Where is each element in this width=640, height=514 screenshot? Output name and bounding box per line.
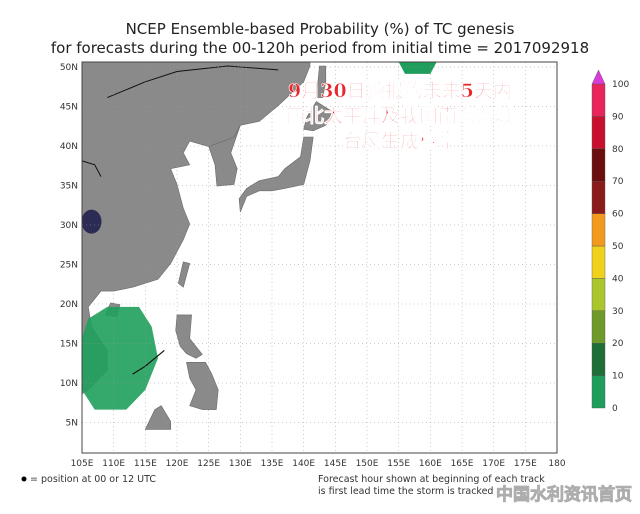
x-tick-label: 165E	[451, 459, 474, 469]
x-tick-label: 150E	[356, 459, 379, 469]
colorbar-label: 20	[612, 339, 624, 349]
x-tick-label: 175E	[514, 459, 537, 469]
footer-note: Forecast hour shown at beginning of each…	[318, 474, 545, 485]
y-tick-label: 45N	[60, 103, 78, 113]
land	[315, 65, 327, 98]
x-tick-label: 170E	[482, 459, 505, 469]
land	[177, 261, 191, 288]
x-tick-label: 125E	[197, 459, 220, 469]
subtitle: for forecasts during the 00-120h period …	[51, 39, 589, 57]
y-tick-label: 40N	[60, 142, 78, 152]
y-tick-label: 30N	[60, 221, 78, 231]
colorbar-label: 70	[612, 177, 624, 187]
annotation: 西北太平洋及我国南海海域	[286, 104, 514, 127]
colorbar-cell	[591, 148, 606, 182]
colorbar-label: 0	[612, 404, 618, 414]
colorbar-cell	[591, 375, 606, 409]
colorbar-cell	[591, 343, 606, 376]
x-tick-label: 115E	[134, 459, 157, 469]
colorbar-arrow	[591, 69, 606, 85]
colorbar-cell	[591, 213, 606, 247]
land	[208, 125, 241, 187]
colorbar-cell	[591, 180, 606, 214]
x-tick-label: 110E	[102, 459, 125, 469]
map-frame	[81, 61, 558, 454]
legend-dot	[21, 476, 27, 482]
legend-text: = position at 00 or 12 UTC	[30, 474, 156, 485]
colorbar-label: 80	[612, 145, 624, 155]
y-tick-label: 25N	[60, 261, 78, 271]
land	[186, 361, 219, 410]
colorbar-label: 30	[612, 307, 624, 317]
colorbar-label: 90	[612, 112, 624, 122]
x-tick-label: 145E	[324, 459, 347, 469]
land	[238, 136, 314, 213]
colorbar-label: 40	[612, 274, 624, 284]
y-tick-label: 15N	[60, 340, 78, 350]
probability-area	[82, 306, 158, 410]
land	[144, 405, 171, 430]
map-layer	[82, 62, 557, 453]
annotation: 台风生成概率	[343, 129, 457, 152]
y-tick-label: 20N	[60, 300, 78, 310]
colorbar-cell	[591, 245, 606, 279]
y-tick-label: 50N	[60, 63, 78, 73]
y-tick-label: 5N	[66, 419, 78, 429]
land	[175, 314, 203, 359]
colorbar-cell	[591, 310, 606, 344]
colorbar-label: 50	[612, 242, 624, 252]
x-tick-label: 180	[548, 459, 565, 469]
map	[81, 61, 558, 454]
storm-track	[107, 65, 279, 99]
x-tick-label: 140E	[292, 459, 315, 469]
x-tick-label: 130E	[229, 459, 252, 469]
y-tick-label: 10N	[60, 379, 78, 389]
x-tick-label: 155E	[387, 459, 410, 469]
annotation: 9月30日预报的未来5天内	[288, 79, 512, 102]
storm-cluster	[82, 209, 102, 234]
colorbar-cell	[591, 116, 606, 150]
colorbar-cell	[591, 83, 606, 117]
storm-track	[82, 160, 102, 177]
y-tick-label: 35N	[60, 182, 78, 192]
probability-area	[398, 62, 437, 74]
x-tick-label: 105E	[71, 459, 94, 469]
colorbar-cell	[591, 278, 606, 311]
colorbar-label: 60	[612, 210, 624, 220]
x-tick-label: 120E	[166, 459, 189, 469]
x-tick-label: 135E	[261, 459, 284, 469]
x-tick-label: 160E	[419, 459, 442, 469]
footer-note: is first lead time the storm is tracked	[318, 486, 493, 497]
colorbar-label: 10	[612, 372, 624, 382]
title: NCEP Ensemble-based Probability (%) of T…	[126, 20, 515, 38]
colorbar-label: 100	[612, 80, 629, 90]
land	[303, 101, 336, 132]
watermark: 中国水利资讯首页	[496, 484, 632, 505]
